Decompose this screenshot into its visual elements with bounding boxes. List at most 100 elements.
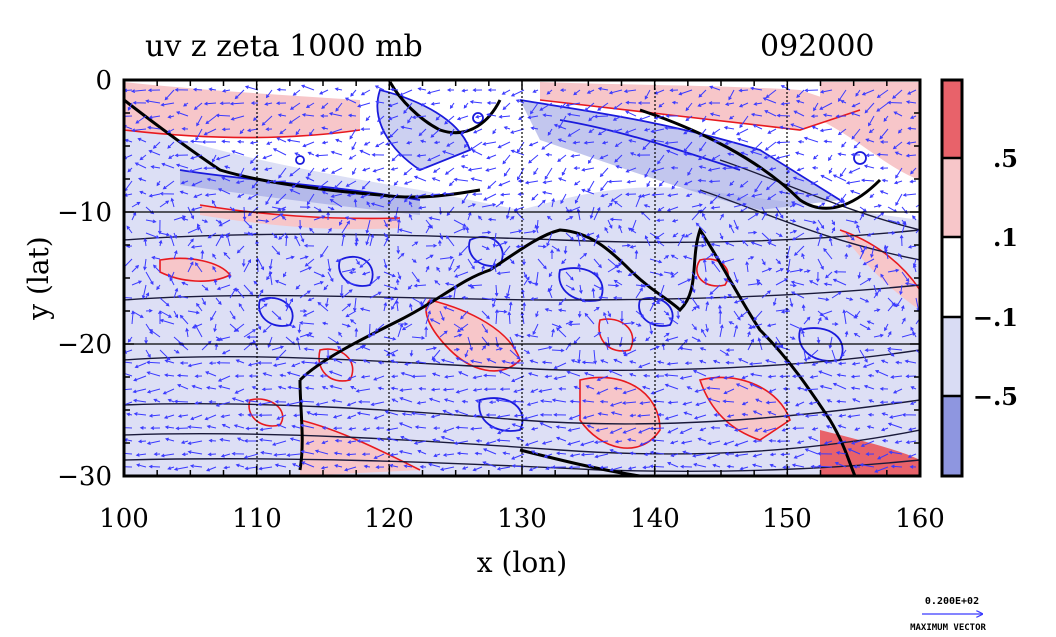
wind-vector [747, 256, 755, 260]
wind-vector [579, 252, 588, 260]
wind-vector [607, 264, 620, 273]
wind-vector [754, 180, 763, 193]
wind-vector [593, 258, 602, 269]
wind-vector [391, 297, 399, 311]
wind-vector [818, 370, 833, 377]
wind-vector [887, 302, 896, 312]
wind-vector [361, 271, 371, 276]
wind-vector [767, 374, 777, 379]
wind-vector [201, 297, 206, 306]
wind-vector [498, 114, 511, 119]
wind-vector [527, 115, 539, 120]
wind-vector [301, 113, 315, 117]
wind-vector [341, 303, 352, 312]
wind-vector [568, 465, 581, 470]
wind-vector [736, 193, 749, 201]
wind-vector [515, 99, 525, 104]
wind-vector [685, 102, 693, 112]
wind-vector [765, 180, 777, 191]
wind-vector [707, 440, 721, 446]
wind-vector [783, 414, 791, 418]
wind-vector [876, 89, 889, 99]
wind-vector [567, 440, 581, 446]
wind-vector [795, 412, 805, 416]
wind-vector [389, 452, 399, 457]
wind-vector [768, 438, 777, 443]
wind-vector [472, 466, 483, 472]
wind-vector [245, 426, 259, 431]
wind-vector [880, 427, 889, 432]
wind-vector [352, 297, 357, 312]
wind-vector [531, 450, 539, 455]
wind-vector [243, 439, 259, 443]
wind-vector [567, 427, 581, 432]
wind-vector [483, 373, 497, 378]
wind-vector [196, 302, 203, 312]
wind-vector [176, 373, 189, 378]
wind-vector [902, 193, 917, 197]
wind-vector [565, 216, 574, 221]
wind-vector [303, 347, 315, 351]
wind-vector [895, 167, 903, 179]
wind-vector [573, 166, 581, 170]
wind-vector [461, 399, 469, 404]
wind-vector [837, 152, 847, 157]
wind-vector [223, 252, 231, 260]
wind-vector [327, 227, 332, 234]
wind-vector [176, 111, 189, 117]
wind-vector [584, 102, 595, 112]
wind-vector [277, 385, 287, 390]
wind-vector [511, 423, 525, 429]
wind-vector [587, 463, 595, 468]
wind-vector [680, 440, 693, 445]
wind-vector [469, 141, 483, 151]
wind-vector [203, 166, 217, 171]
wind-vector [768, 388, 777, 393]
wind-vector [299, 332, 313, 338]
wind-vector [711, 154, 721, 161]
wind-vector [173, 232, 177, 239]
wind-vector [425, 310, 431, 325]
wind-vector [294, 152, 301, 156]
wind-vector [299, 309, 308, 313]
wind-vector [258, 413, 273, 418]
wind-vector [217, 384, 231, 390]
wind-vector [341, 289, 353, 299]
wind-vector [131, 89, 147, 94]
wind-vector [271, 440, 287, 446]
wind-vector [442, 453, 455, 457]
wind-vector [555, 451, 567, 456]
wind-vector [791, 463, 805, 468]
wind-vector [327, 271, 334, 283]
wind-vector [766, 323, 777, 328]
wind-vector [749, 150, 763, 156]
wind-vector [539, 399, 553, 403]
wind-vector [305, 176, 315, 182]
wind-vector [304, 386, 315, 390]
wind-vector [317, 301, 329, 312]
wind-vector [341, 323, 351, 328]
wind-vector [793, 110, 805, 117]
wind-vector [638, 427, 651, 434]
wind-vector [433, 167, 441, 173]
wind-vector [167, 398, 175, 403]
wind-vector [581, 360, 595, 365]
wind-vector [291, 424, 301, 429]
wind-vector [533, 167, 539, 176]
wind-vector [482, 461, 497, 468]
wind-vector [813, 102, 819, 112]
wind-vector [585, 232, 595, 237]
wind-vector [836, 440, 847, 445]
wind-vector [429, 192, 441, 197]
wind-vector [909, 464, 917, 469]
wind-vector [206, 466, 217, 472]
wind-vector [748, 362, 763, 366]
wind-vector [279, 128, 287, 135]
wind-vector [496, 466, 511, 471]
wind-vector [397, 271, 402, 280]
wind-vector [181, 126, 189, 131]
wind-vector [236, 437, 245, 442]
wind-vector [853, 464, 861, 469]
wind-vector [360, 193, 371, 199]
wind-vector [764, 141, 777, 151]
